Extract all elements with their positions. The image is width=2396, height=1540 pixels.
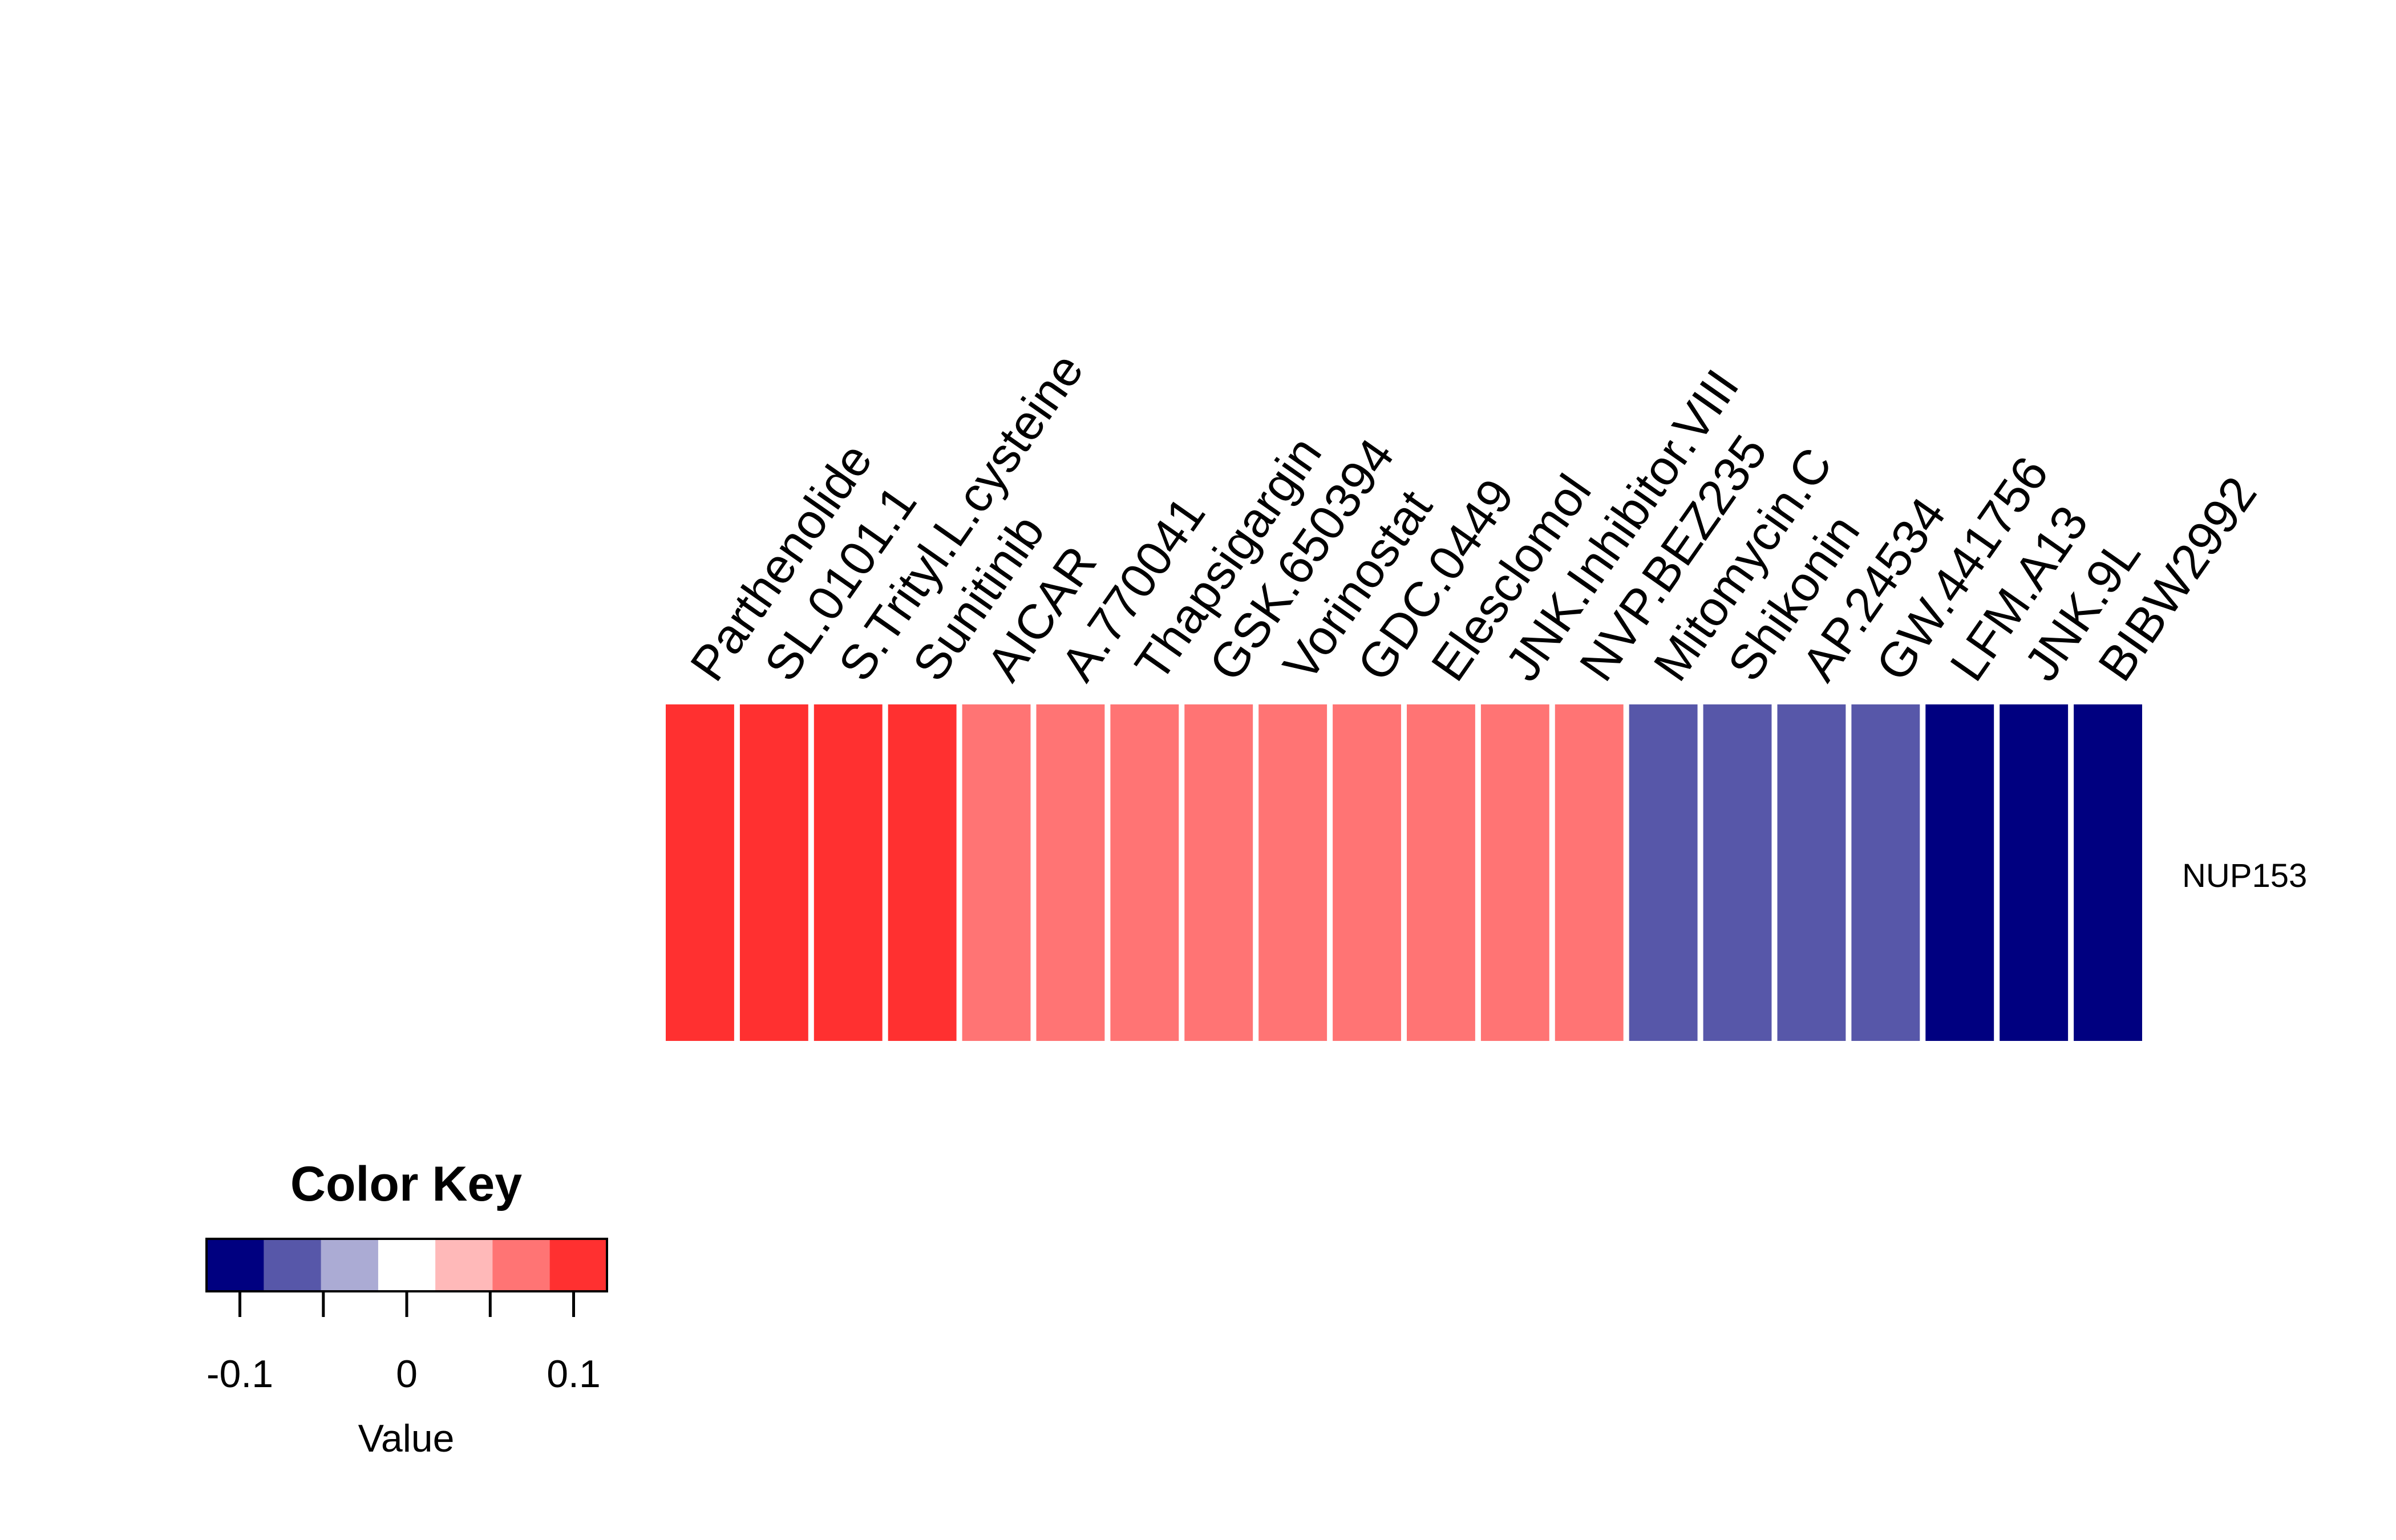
heatmap-cell	[666, 704, 734, 1041]
color-key-bins	[207, 1239, 608, 1291]
heatmap-cell	[1258, 704, 1327, 1041]
color-key-bin	[264, 1239, 322, 1291]
heatmap-cell	[2000, 704, 2069, 1041]
color-key-bin	[549, 1239, 608, 1291]
heatmap-cell	[1703, 704, 1772, 1041]
heatmap-cell	[1555, 704, 1624, 1041]
heatmap-cell	[1036, 704, 1105, 1041]
column-labels: ParthenolideSL.0101.1S.Trityl.L.cysteine…	[680, 344, 2267, 691]
heatmap-cell	[1851, 704, 1920, 1041]
heatmap-cells	[666, 704, 2142, 1041]
color-key-title: Color Key	[290, 1157, 522, 1211]
heatmap-cell	[1777, 704, 1846, 1041]
color-key-bin	[492, 1239, 551, 1291]
color-key-tick-label: 0.1	[547, 1352, 601, 1396]
color-key-bin	[321, 1239, 379, 1291]
heatmap-cell	[739, 704, 808, 1041]
heatmap-cell	[1925, 704, 1994, 1041]
heatmap-cell	[962, 704, 1031, 1041]
heatmap-cell	[813, 704, 883, 1041]
color-key-tick-label: 0	[396, 1352, 418, 1396]
color-key-bin	[207, 1239, 264, 1291]
color-key-xlabel: Value	[358, 1417, 455, 1460]
heatmap-cell	[1184, 704, 1253, 1041]
heatmap-cell	[1110, 704, 1179, 1041]
heatmap-cell	[1333, 704, 1401, 1041]
row-label: NUP153	[2182, 857, 2307, 894]
heatmap-cell	[1407, 704, 1475, 1041]
heatmap-cell	[888, 704, 957, 1041]
color-key-tick-label: -0.1	[207, 1352, 273, 1396]
color-key-bin	[435, 1239, 493, 1291]
heatmap-cell	[1629, 704, 1698, 1041]
heatmap-cell	[1480, 704, 1549, 1041]
color-key-bin	[378, 1239, 436, 1291]
color-key: Color Key -0.1 0 0.1 Value	[205, 1157, 608, 1460]
heatmap-cell	[2074, 704, 2142, 1041]
color-key-axis: -0.1 0 0.1	[207, 1291, 601, 1396]
